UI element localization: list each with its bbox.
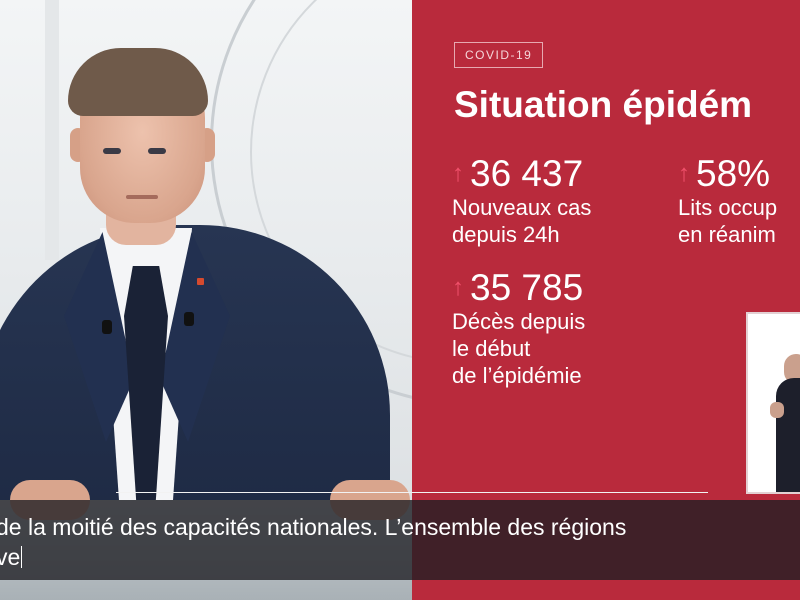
- stat-deaths: ↑ 35 785 Décès depuis le début de l’épidé…: [452, 268, 585, 389]
- up-arrow-icon: ↑: [678, 160, 690, 187]
- stat-value: ↑ 35 785: [452, 268, 585, 308]
- subtitle-line: ve: [0, 542, 800, 572]
- speaker-eye: [148, 148, 166, 154]
- speaker-mouth: [126, 195, 158, 199]
- stat-number: 35 785: [470, 267, 584, 308]
- interpreter-head: [784, 354, 800, 384]
- stat-label: Lits occup en réanim: [678, 195, 778, 247]
- speaker-hair: [68, 48, 208, 116]
- subtitle-line: de la moitié des capacités nationales. L…: [0, 500, 800, 542]
- stat-new-cases: ↑ 36 437 Nouveaux cas depuis 24h: [452, 154, 591, 248]
- stat-number: 36 437: [470, 153, 584, 194]
- stat-number: 58%: [696, 153, 771, 194]
- stat-label: Décès depuis le début de l’épidémie: [452, 309, 586, 388]
- topic-tag: COVID-19: [454, 42, 544, 68]
- text-cursor: [21, 546, 23, 568]
- subtitle-text: de la moitié des capacités nationales. L…: [0, 514, 627, 540]
- lapel-mic-icon: [184, 312, 194, 326]
- stat-label: Nouveaux cas depuis 24h: [452, 195, 592, 247]
- panel-headline: Situation épidém: [454, 84, 753, 125]
- interpreter-body: [776, 378, 800, 492]
- up-arrow-icon: ↑: [452, 274, 464, 301]
- interpreter-hand: [770, 402, 784, 418]
- subtitle-bar: de la moitié des capacités nationales. L…: [0, 500, 800, 580]
- studio-pillar: [45, 0, 59, 260]
- subtitle-divider: [116, 492, 708, 493]
- stat-icu-beds: ↑ 58% Lits occup en réanim: [678, 154, 777, 248]
- up-arrow-icon: ↑: [452, 160, 464, 187]
- lapel-mic-icon: [102, 320, 112, 334]
- flag-pin-icon: [197, 278, 204, 285]
- stat-value: ↑ 36 437: [452, 154, 591, 194]
- sign-language-inset: [746, 312, 800, 494]
- speaker: [0, 48, 390, 525]
- speaker-eye: [103, 148, 121, 154]
- subtitle-text: ve: [0, 544, 21, 570]
- stat-value: ↑ 58%: [678, 154, 777, 194]
